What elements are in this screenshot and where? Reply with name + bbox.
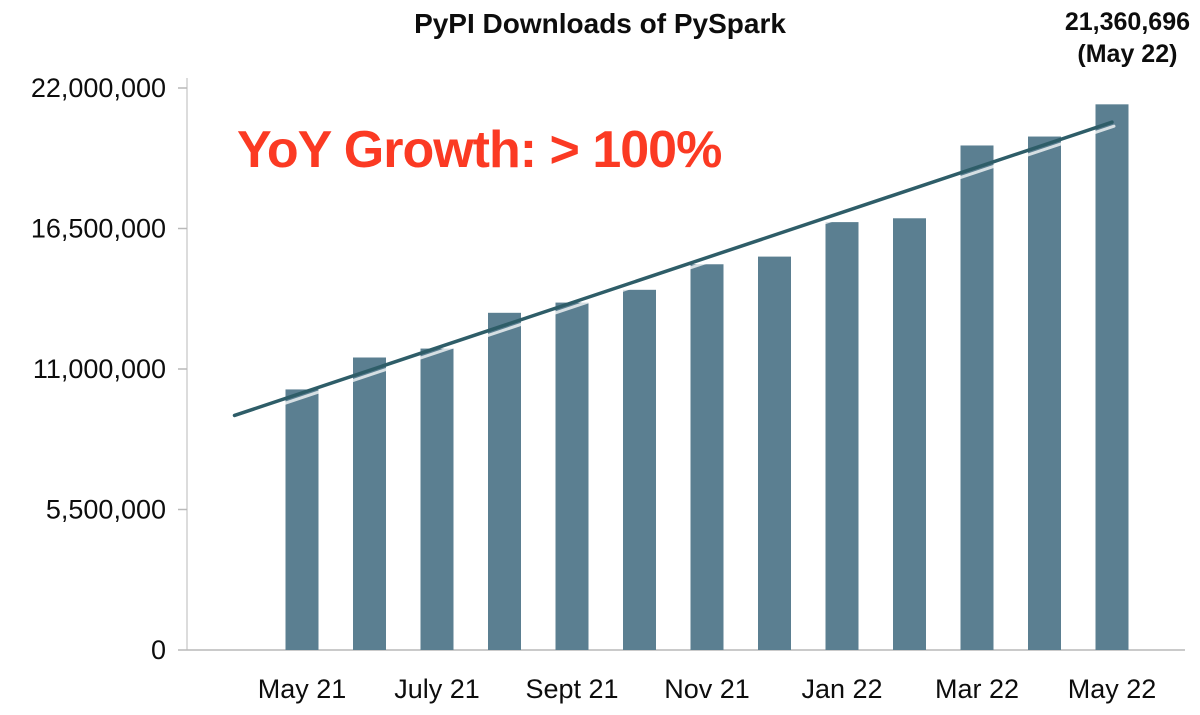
y-axis-label: 0 [151,635,166,665]
y-axis-label: 16,500,000 [31,214,166,244]
trendline [232,120,1114,418]
trendline-shadow [235,124,1116,421]
y-axis-label: 5,500,000 [46,495,166,525]
x-axis-label: Mar 22 [935,674,1019,704]
y-axis-label: 22,000,000 [31,73,166,103]
peak-annotation-date: (May 22) [1077,40,1178,68]
peak-annotation-value: 21,360,696 [1064,8,1190,36]
bar-feb-22 [893,218,926,651]
x-axis-label: Sept 21 [525,674,618,704]
y-axis-label: 11,000,000 [33,354,166,384]
x-axis-label: July 21 [394,674,480,704]
yoy-growth-label: YoY Growth: > 100% [237,121,722,179]
bar-mar-22 [960,145,994,650]
chart-title: PyPI Downloads of PySpark [414,8,786,39]
bar-nov-21 [690,264,724,650]
bar-oct-21 [623,289,656,650]
bar-may-22 [1095,104,1129,651]
x-axis-label: May 22 [1068,674,1157,704]
peak-annotation: 21,360,696 (May 22) [1065,6,1190,70]
bar-jan-22 [825,222,859,650]
x-axis-label: Jan 22 [801,674,882,704]
bar-may-21 [285,389,319,650]
bar-sept-21 [555,302,589,650]
bar-dec-21 [758,256,791,650]
x-axis-label: May 21 [258,674,347,704]
x-axis-label: Nov 21 [664,674,750,704]
bar-apr-22 [1028,136,1061,650]
bar-july-21 [420,348,454,650]
bar-aug-21 [488,312,521,650]
bar-june-21 [353,357,386,650]
